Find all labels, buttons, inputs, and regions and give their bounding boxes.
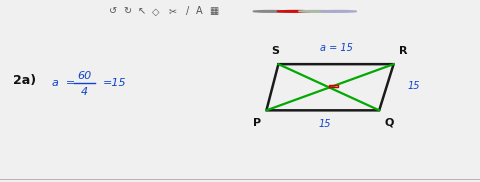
Text: a = 15: a = 15 [320,43,352,53]
Text: /: / [186,6,189,16]
Text: ▦: ▦ [209,6,218,16]
Text: 60: 60 [77,71,91,81]
Text: =15: =15 [103,78,127,88]
Text: 15: 15 [407,82,420,91]
Circle shape [320,11,357,12]
Text: a  =: a = [52,78,75,88]
Text: 2a): 2a) [13,74,36,87]
Circle shape [253,11,289,12]
Text: Q: Q [385,118,395,128]
Text: ◇: ◇ [152,6,160,16]
Text: ↖: ↖ [138,6,145,16]
Text: P: P [253,118,261,128]
Text: A: A [196,6,203,16]
Circle shape [277,11,313,12]
Text: ↻: ↻ [123,6,131,16]
Text: 15: 15 [318,119,331,129]
Text: ✂: ✂ [169,6,177,16]
Text: R: R [399,46,408,56]
Text: 4: 4 [81,87,87,96]
Text: ↺: ↺ [109,6,117,16]
Text: S: S [272,46,279,56]
Circle shape [299,11,335,12]
